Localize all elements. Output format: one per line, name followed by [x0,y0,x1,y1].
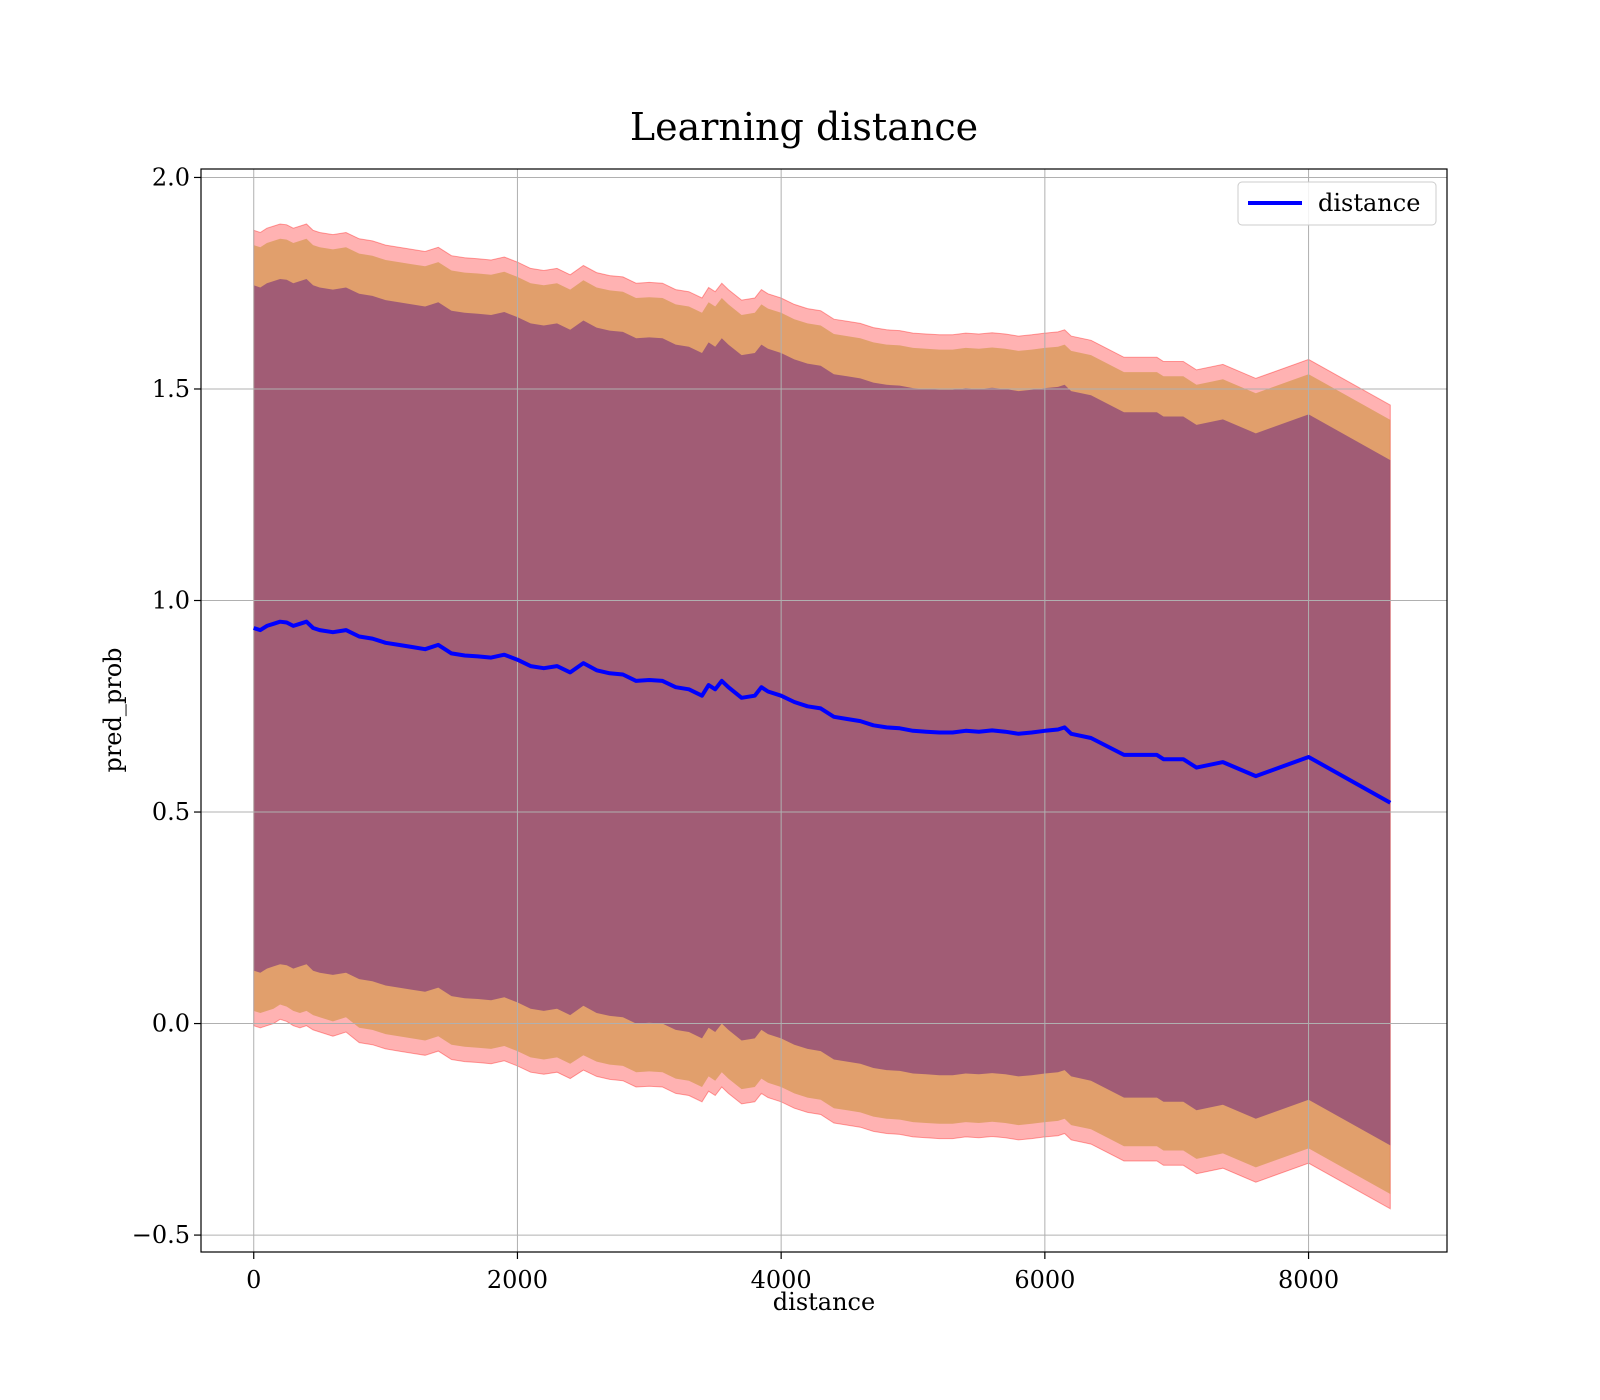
series-line-distance [253,619,1392,805]
y-tick-label: 1.0 [152,587,190,615]
legend-label-distance: distance [1318,189,1420,217]
y-tick-label: 0.0 [152,1010,190,1038]
y-tick-label: 0.5 [152,798,190,826]
x-axis-label: distance [773,1288,875,1316]
legend-box [1237,181,1437,226]
x-tick-label: 4000 [751,1266,812,1294]
series-layer [253,619,1392,805]
plot-area [253,223,1391,1210]
band-inner [253,279,1391,1146]
y-tick-label: 1.5 [152,375,190,403]
x-tick-label: 8000 [1278,1266,1339,1294]
band-outer [253,223,1391,1210]
y-tick-label: 2.0 [152,163,190,191]
band-middle [253,238,1391,1195]
x-tick-label: 6000 [1014,1266,1075,1294]
y-tick-label: −0.5 [132,1221,190,1249]
chart-title: Learning distance [630,105,978,149]
x-axis: 0 2000 4000 6000 8000 [246,1252,1339,1294]
plot-frame [200,168,1448,1253]
x-tick-label: 0 [246,1266,261,1294]
x-tick-label: 2000 [487,1266,548,1294]
legend: distance [1237,181,1437,226]
grid [201,169,1447,1252]
y-axis: −0.5 0.0 0.5 1.0 1.5 2.0 [132,163,201,1249]
y-axis-label: pred_prob [99,647,127,772]
